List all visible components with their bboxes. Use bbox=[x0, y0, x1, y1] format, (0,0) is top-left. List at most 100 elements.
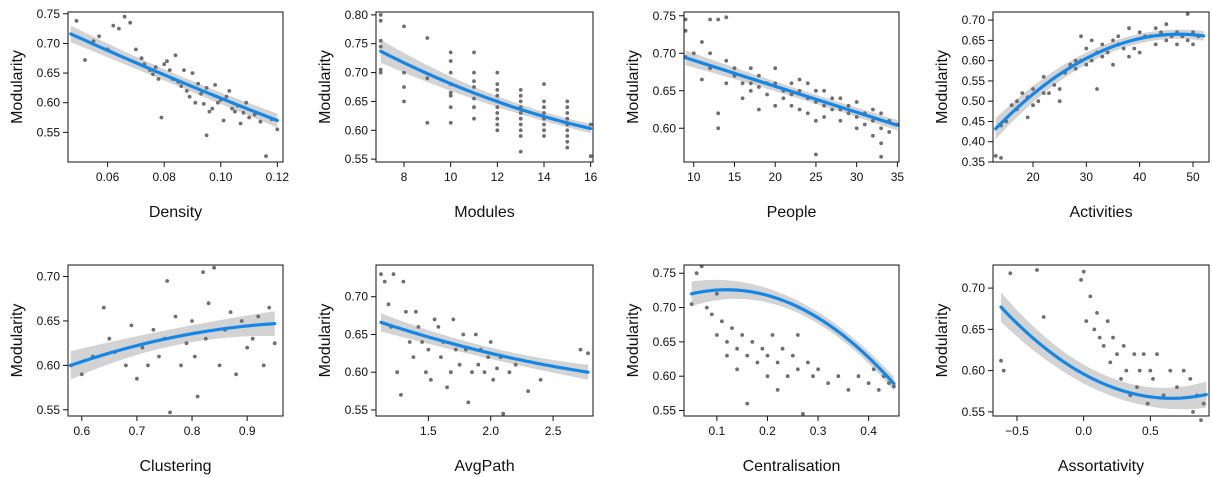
data-point bbox=[190, 319, 194, 323]
data-point bbox=[1116, 34, 1121, 39]
data-point bbox=[472, 105, 476, 110]
fit-line bbox=[684, 56, 899, 127]
data-point bbox=[716, 17, 721, 22]
y-axis-label: Modularity bbox=[625, 50, 642, 124]
data-point bbox=[168, 410, 172, 415]
y-tick-label: 0.60 bbox=[345, 123, 369, 137]
y-axis-label: Modularity bbox=[934, 304, 951, 378]
data-point bbox=[190, 71, 195, 75]
data-point bbox=[420, 340, 424, 344]
y-tick-label: 0.60 bbox=[962, 54, 986, 68]
data-point bbox=[135, 376, 139, 381]
data-point bbox=[715, 333, 719, 337]
data-point bbox=[879, 126, 883, 131]
data-point bbox=[124, 363, 128, 368]
data-point bbox=[565, 105, 570, 110]
x-tick-label: 0.0 bbox=[1075, 424, 1092, 438]
data-point bbox=[201, 102, 206, 106]
data-point bbox=[745, 353, 750, 358]
data-point bbox=[401, 279, 406, 284]
data-point bbox=[451, 317, 456, 322]
y-axis-label: Modularity bbox=[934, 50, 951, 124]
confidence-band bbox=[70, 25, 278, 128]
data-point bbox=[1119, 377, 1123, 381]
data-point bbox=[244, 100, 249, 105]
y-tick-label: 0.55 bbox=[653, 404, 677, 418]
data-point bbox=[518, 88, 523, 92]
data-point bbox=[740, 81, 745, 86]
data-point bbox=[1100, 54, 1105, 59]
data-point bbox=[1185, 12, 1190, 16]
data-point bbox=[378, 18, 383, 23]
data-point bbox=[879, 141, 883, 146]
data-point bbox=[472, 116, 476, 121]
data-point bbox=[153, 65, 158, 69]
confidence-band bbox=[995, 29, 1204, 140]
plot-frame bbox=[67, 11, 284, 163]
data-point bbox=[1161, 393, 1166, 398]
data-point bbox=[1073, 58, 1078, 63]
data-point bbox=[448, 120, 453, 125]
data-point bbox=[83, 58, 87, 62]
data-point bbox=[999, 156, 1003, 160]
data-point bbox=[708, 17, 712, 22]
y-tick-label: 0.70 bbox=[653, 46, 677, 60]
data-point bbox=[195, 394, 200, 399]
data-point bbox=[1168, 368, 1173, 373]
y-tick-label: 0.60 bbox=[345, 365, 369, 379]
data-point bbox=[1137, 50, 1142, 55]
panel-clustering: 0.6 0.7 0.8 0.9 0.55 0.60 0.65 0.70 Clustering Mo… bbox=[9, 264, 284, 475]
data-point bbox=[1132, 46, 1137, 51]
data-point bbox=[565, 145, 570, 150]
data-point bbox=[495, 116, 500, 121]
data-point bbox=[221, 118, 226, 123]
data-point bbox=[892, 384, 896, 389]
fit-line bbox=[994, 32, 1206, 131]
y-axis-label: Modularity bbox=[317, 50, 334, 124]
data-point bbox=[272, 341, 277, 346]
data-point bbox=[1105, 50, 1110, 55]
x-tick-label: 25 bbox=[809, 170, 823, 184]
confidence-band bbox=[1001, 292, 1207, 410]
data-point bbox=[838, 118, 843, 123]
data-point bbox=[139, 56, 144, 61]
data-point bbox=[74, 19, 79, 23]
data-point bbox=[157, 354, 161, 359]
y-tick-label: 0.65 bbox=[37, 66, 61, 80]
data-point bbox=[1101, 344, 1106, 348]
data-point bbox=[542, 122, 546, 127]
data-point bbox=[411, 355, 416, 359]
data-point bbox=[425, 36, 430, 40]
data-point bbox=[846, 388, 851, 392]
data-point bbox=[1188, 377, 1193, 381]
data-point bbox=[1097, 335, 1102, 340]
x-tick-label: 12 bbox=[491, 170, 505, 184]
x-tick-label: 16 bbox=[584, 170, 598, 184]
data-point bbox=[1041, 75, 1046, 79]
data-point bbox=[518, 116, 523, 121]
y-tick-label: 0.75 bbox=[37, 7, 61, 21]
data-point bbox=[862, 122, 867, 127]
data-point bbox=[748, 81, 753, 86]
data-point bbox=[216, 100, 220, 105]
x-tick-label: 0.9 bbox=[239, 424, 256, 438]
data-point bbox=[1036, 99, 1041, 104]
data-point bbox=[1201, 401, 1206, 406]
data-point bbox=[871, 118, 875, 123]
data-point bbox=[789, 92, 794, 97]
data-point bbox=[261, 363, 266, 368]
data-point bbox=[518, 149, 523, 154]
x-axis-label: People bbox=[767, 204, 817, 221]
fit-line bbox=[379, 49, 593, 131]
data-point bbox=[588, 154, 593, 159]
data-point bbox=[495, 128, 500, 133]
data-point bbox=[745, 401, 750, 406]
y-tick-label: 0.60 bbox=[37, 96, 61, 110]
data-point bbox=[395, 370, 400, 375]
data-point bbox=[378, 38, 383, 43]
data-point bbox=[1009, 103, 1014, 108]
data-point bbox=[1031, 103, 1035, 108]
data-point bbox=[448, 50, 453, 55]
data-point bbox=[765, 353, 770, 358]
data-point bbox=[184, 89, 189, 93]
